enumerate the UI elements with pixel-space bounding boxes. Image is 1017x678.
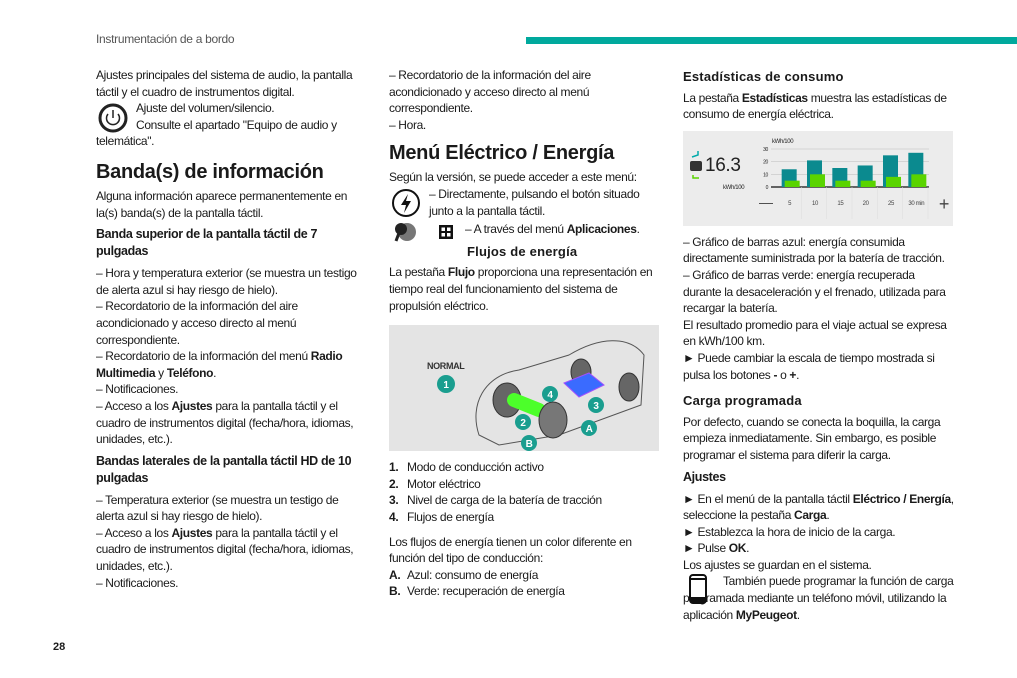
list-item: – Acceso a los Ajustes para la pantalla … — [96, 398, 354, 447]
average-unit: kWh/100 — [723, 185, 745, 191]
plus-button[interactable]: + — [939, 194, 950, 214]
marker-a: A — [586, 424, 593, 435]
grid-icon — [439, 225, 453, 244]
subheading: Flujos de energía — [467, 243, 578, 259]
marker-3: 3 — [593, 401, 599, 412]
heading: Estadísticas de consumo — [683, 69, 844, 84]
heading: Menú Eléctrico / Energía — [389, 142, 615, 165]
paragraph: – A través del menú Aplicaciones. — [465, 222, 640, 237]
marker-2: 2 — [520, 418, 526, 429]
paragraph: Consulte el apartado "Equipo de audio y … — [96, 117, 337, 149]
subheading: Ajustes — [683, 469, 726, 484]
apps-menu-icon — [393, 221, 419, 248]
marker-b: B — [526, 439, 533, 450]
header-accent-bar — [526, 37, 1017, 44]
direct-row: – Directamente, pulsando el botón situad… — [389, 186, 661, 219]
bar-recovered — [911, 174, 927, 187]
x-tick-label: 10 — [812, 201, 819, 207]
paragraph: – Directamente, pulsando el botón situad… — [429, 186, 640, 218]
running-header: Instrumentación de a bordo — [96, 32, 235, 46]
column-2: – Recordatorio de la información del air… — [389, 67, 661, 600]
energy-button-icon — [391, 188, 421, 223]
bar-recovered — [784, 180, 800, 187]
consumption-chart: 16.3 kWh/100 kWh/100 — + 0 10 20 30 5 10 15 20 2… — [690, 139, 950, 219]
list-item: 1. Modo de conducción activo — [389, 460, 544, 475]
list-item: B. Verde: recuperación de energía — [389, 584, 565, 599]
volume-row: Ajuste del volumen/silencio. Consulte el… — [96, 100, 364, 150]
paragraph: También puede programar la función de ca… — [683, 574, 954, 622]
paragraph: Alguna información aparece permanentemen… — [96, 188, 348, 220]
minus-button[interactable]: — — [759, 194, 773, 210]
x-tick-label: 5 — [788, 201, 792, 207]
power-volume-icon — [98, 103, 128, 138]
drive-mode-label: NORMAL — [427, 361, 465, 371]
marker-1: 1 — [443, 380, 449, 391]
marker-4: 4 — [547, 390, 553, 401]
column-3: Estadísticas de consumo La pestaña Estad… — [683, 67, 955, 623]
list-item: – Recordatorio de la información del men… — [96, 349, 343, 380]
subheading: Bandas laterales de la pantalla táctil H… — [96, 453, 352, 485]
smartphone-icon — [689, 574, 707, 609]
list-item: – Hora y temperatura exterior (se muestr… — [96, 266, 357, 297]
page-number: 28 — [53, 641, 66, 653]
paragraph: Por defecto, cuando se conecta la boquil… — [683, 414, 941, 462]
y-tick-label: 30 — [763, 147, 768, 153]
paragraph: Según la versión, se puede acceder a est… — [389, 170, 637, 185]
list-item: 2. Motor eléctrico — [389, 476, 481, 491]
instruction: ► Pulse OK. — [683, 541, 750, 556]
list-item: – Temperatura exterior (se muestra un te… — [96, 492, 339, 524]
consumption-icon — [690, 150, 702, 179]
heading: Banda(s) de información — [96, 160, 324, 183]
list-item: – Recordatorio de la información del air… — [389, 68, 591, 116]
column-1: Ajustes principales del sistema de audio… — [96, 67, 364, 591]
list-item: 3. Nivel de carga de la batería de tracci… — [389, 493, 602, 508]
apps-row: – A través del menú Aplicaciones. — [389, 221, 661, 242]
list-item: – Gráfico de barras verde: energía recup… — [683, 267, 946, 316]
instruction: ► En el menú de la pantalla táctil Eléct… — [683, 491, 954, 523]
y-tick-label: 0 — [766, 185, 769, 191]
list-item: 4. Flujos de energía — [389, 509, 494, 524]
list-item: – Hora. — [389, 117, 426, 132]
instruction: ► Puede cambiar la escala de tiempo most… — [683, 350, 935, 382]
list-item: – Gráfico de barras azul: energía consum… — [683, 234, 945, 266]
paragraph: La pestaña Flujo proporciona una represe… — [389, 265, 653, 313]
list-item: – Notificaciones. — [96, 575, 179, 590]
subheading: Banda superior de la pantalla táctil de … — [96, 227, 318, 259]
paragraph: Ajuste del volumen/silencio. — [136, 101, 275, 116]
energy-flow-figure: 1 2 3 4 A B NORMAL — [389, 325, 659, 452]
x-tick-label: 30 min — [908, 201, 924, 207]
consumption-chart-figure: 16.3 kWh/100 kWh/100 — + 0 10 20 30 5 10 15 20 2… — [683, 130, 953, 226]
paragraph: Los ajustes se guardan en el sistema. — [683, 557, 872, 572]
energy-flow-diagram: 1 2 3 4 A B NORMAL — [427, 340, 645, 452]
paragraph: Ajustes principales del sistema de audio… — [96, 68, 353, 99]
y-tick-label: 20 — [763, 159, 768, 165]
x-tick-label: 20 — [863, 201, 870, 207]
x-tick-label: 15 — [837, 201, 844, 207]
figure-legend: 1. Modo de conducción activo 2. Motor eléc… — [389, 459, 661, 525]
phone-row: También puede programar la función de ca… — [683, 573, 955, 623]
paragraph: Los flujos de energía tienen un color di… — [389, 534, 632, 566]
y-axis-label: kWh/100 — [772, 139, 794, 145]
x-tick-label: 25 — [888, 201, 895, 207]
paragraph: La pestaña Estadísticas muestra las esta… — [683, 90, 947, 122]
bar-recovered — [835, 180, 851, 187]
bar-recovered — [860, 180, 876, 187]
list-item: A. Azul: consumo de energía — [389, 567, 539, 582]
list-item: – Recordatorio de la información del air… — [96, 299, 298, 347]
bar-recovered — [810, 174, 825, 187]
paragraph: El resultado promedio para el viaje actu… — [683, 317, 947, 349]
bar-recovered — [886, 176, 901, 187]
average-value: 16.3 — [705, 155, 741, 176]
list-item: – Acceso a los Ajustes para la pantalla … — [96, 525, 354, 574]
list-item: – Notificaciones. — [96, 382, 179, 397]
heading: Carga programada — [683, 393, 802, 409]
instruction: ► Establezca la hora de inicio de la car… — [683, 524, 896, 539]
y-tick-label: 10 — [763, 172, 768, 178]
